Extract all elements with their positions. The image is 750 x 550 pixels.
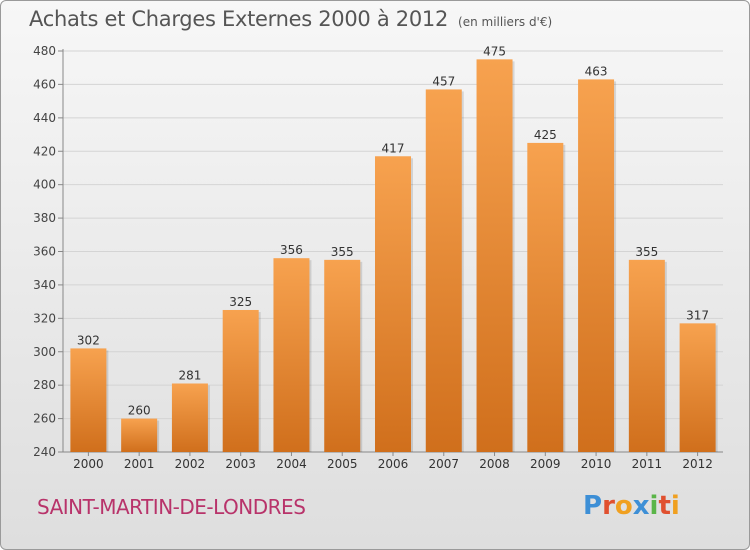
- bar: [273, 258, 310, 452]
- bar: [527, 142, 564, 453]
- logo-letter: i: [649, 491, 659, 521]
- y-tick-label: 460: [33, 77, 56, 91]
- y-tick-label: 440: [33, 111, 56, 125]
- value-label: 260: [128, 404, 151, 418]
- value-label: 457: [432, 74, 455, 88]
- commune-name: SAINT-MARTIN-DE-LONDRES: [37, 495, 306, 519]
- logo-letter: P: [583, 491, 603, 521]
- logo-letter: i: [670, 491, 680, 521]
- bar: [375, 156, 411, 452]
- bar: [628, 259, 665, 452]
- y-tick-label: 280: [33, 378, 56, 392]
- title-text: Achats et Charges Externes 2000 à 2012: [29, 7, 449, 31]
- x-tick-label: 2012: [682, 457, 713, 471]
- bar: [324, 259, 361, 452]
- value-label: 356: [280, 243, 303, 257]
- y-tick-label: 240: [33, 445, 56, 459]
- x-tick-label: 2000: [73, 457, 104, 471]
- chart-title: Achats et Charges Externes 2000 à 2012 (e…: [29, 7, 552, 31]
- bar: [679, 323, 716, 452]
- y-tick-label: 300: [33, 345, 56, 359]
- value-label: 463: [585, 64, 608, 78]
- value-label: 355: [635, 245, 658, 259]
- x-tick-label: 2003: [225, 457, 256, 471]
- y-tick-label: 480: [33, 44, 56, 58]
- value-label: 325: [229, 295, 252, 309]
- y-tick-label: 420: [33, 144, 56, 158]
- logo-letter: o: [614, 491, 633, 521]
- x-tick-label: 2011: [632, 457, 663, 471]
- logo-letter: t: [658, 491, 671, 521]
- value-label: 281: [178, 368, 201, 382]
- bar: [70, 348, 107, 452]
- bar: [171, 383, 208, 452]
- x-tick-label: 2004: [276, 457, 307, 471]
- x-tick-label: 2008: [479, 457, 510, 471]
- x-tick-label: 2001: [124, 457, 155, 471]
- x-tick-label: 2006: [378, 457, 409, 471]
- value-label: 355: [331, 245, 354, 259]
- y-tick-label: 400: [33, 178, 56, 192]
- proxiti-logo: Proxiti: [583, 491, 680, 521]
- x-tick-label: 2005: [327, 457, 358, 471]
- y-tick-label: 360: [33, 245, 56, 259]
- x-tick-label: 2009: [530, 457, 561, 471]
- y-tick-label: 320: [33, 311, 56, 325]
- bar: [121, 418, 158, 452]
- bar: [425, 89, 462, 452]
- y-tick-label: 340: [33, 278, 56, 292]
- unit-text: (en milliers d'€): [458, 15, 553, 29]
- logo-letter: r: [602, 491, 615, 521]
- y-tick-label: 380: [33, 211, 56, 225]
- bar: [222, 309, 259, 452]
- y-tick-label: 260: [33, 412, 56, 426]
- logo-letter: x: [632, 491, 650, 521]
- x-tick-label: 2002: [175, 457, 206, 471]
- bar: [476, 59, 513, 453]
- bar: [578, 79, 615, 452]
- value-label: 302: [77, 333, 100, 347]
- value-label: 417: [382, 141, 405, 155]
- value-label: 425: [534, 128, 557, 142]
- x-tick-label: 2007: [428, 457, 459, 471]
- value-label: 317: [686, 308, 709, 322]
- x-tick-label: 2010: [581, 457, 612, 471]
- value-label: 475: [483, 44, 506, 58]
